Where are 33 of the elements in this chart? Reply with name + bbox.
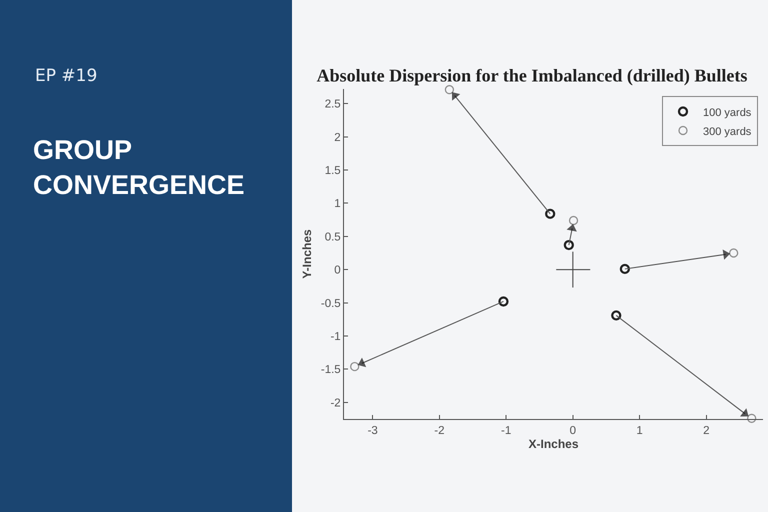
x-tick-label: -1 xyxy=(501,424,512,437)
y-tick-label: 0.5 xyxy=(324,231,341,244)
y-tick-label: -0.5 xyxy=(320,298,341,310)
text: EP #19 xyxy=(35,66,98,86)
y-tick-label: 2.5 xyxy=(324,98,341,111)
y-tick-label: -1 xyxy=(330,331,341,344)
y-tick-label: 1 xyxy=(334,198,341,210)
point xyxy=(568,216,578,226)
point xyxy=(350,362,360,372)
y-tick-label: 1.5 xyxy=(324,165,341,178)
x-tick-label: 2 xyxy=(703,424,710,437)
y-tick-label: -2 xyxy=(330,397,341,410)
point xyxy=(611,310,622,321)
point xyxy=(747,414,756,423)
legend-label: 300 yards xyxy=(703,126,752,138)
y-tick-label: -1.5 xyxy=(320,364,341,376)
point xyxy=(564,240,574,250)
y-tick-label: 2 xyxy=(334,132,341,144)
point xyxy=(729,248,738,258)
x-tick-label: -2 xyxy=(434,424,445,437)
x-tick-label: -3 xyxy=(368,424,378,437)
y-axis-title: Y-Inches xyxy=(300,229,314,279)
x-tick-label: 1 xyxy=(636,424,643,437)
x-axis-title: X-Inches xyxy=(528,436,579,451)
x-tick-label: 0 xyxy=(570,424,576,437)
text: GROUP CONVERGENCE xyxy=(33,135,245,200)
point xyxy=(620,264,630,274)
y-tick-label: 0 xyxy=(334,264,341,277)
legend-label: 100 yards xyxy=(703,106,752,119)
chart-title: Absolute Dispersion for the Imbalanced (drilled) Bullets xyxy=(316,65,748,86)
point xyxy=(545,208,556,219)
point xyxy=(444,85,454,94)
point xyxy=(498,296,509,307)
